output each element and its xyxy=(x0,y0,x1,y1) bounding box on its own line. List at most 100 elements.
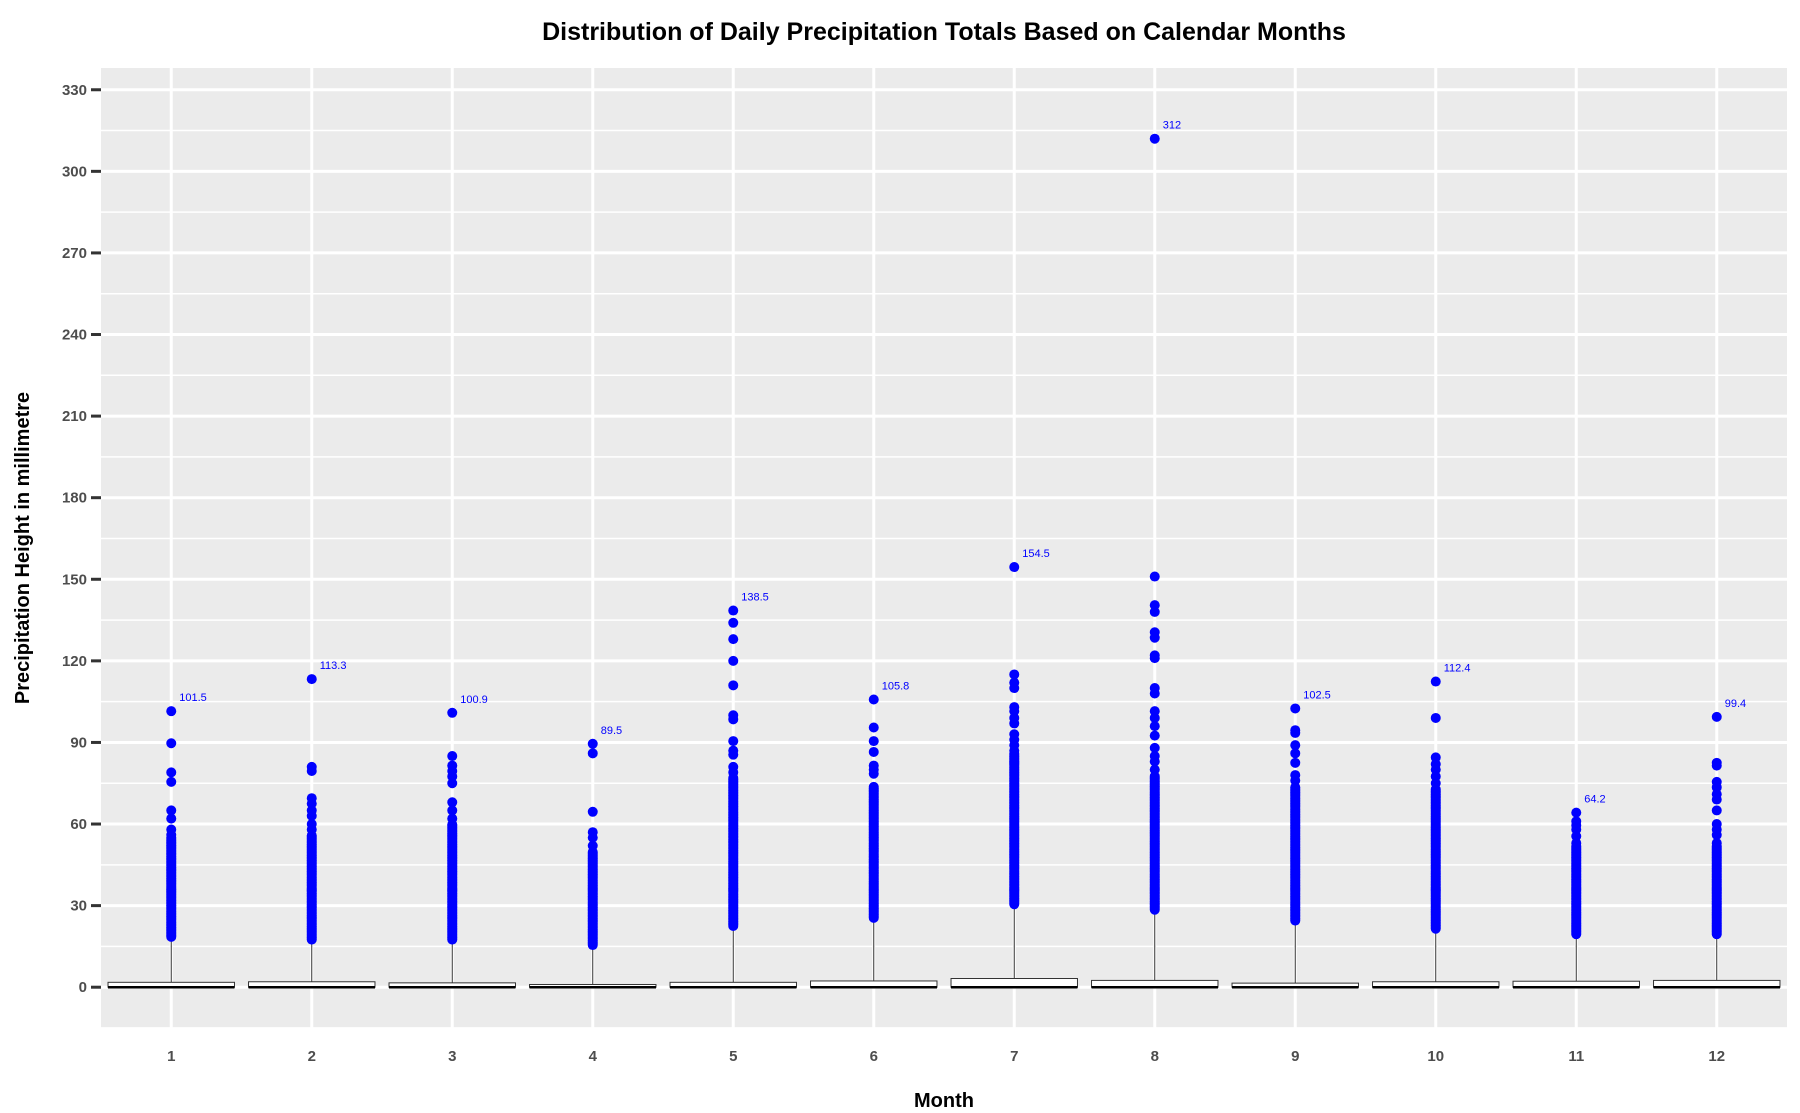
y-tick-label: 300 xyxy=(62,163,87,180)
outlier-point xyxy=(587,806,598,817)
boxplots xyxy=(107,904,1781,989)
outlier-point xyxy=(1290,740,1301,751)
plot-panel xyxy=(101,68,1787,1028)
max-point xyxy=(166,706,177,717)
outlier-point xyxy=(868,781,879,792)
outlier-point xyxy=(1711,805,1722,816)
outlier-point xyxy=(306,766,317,777)
outlier-point xyxy=(166,829,177,840)
box xyxy=(950,978,1078,988)
outlier-point xyxy=(1149,606,1160,617)
x-tick-label: 10 xyxy=(1427,1048,1444,1065)
outlier-point xyxy=(166,776,177,787)
outlier-point xyxy=(1711,760,1722,771)
y-tick-label: 90 xyxy=(70,734,87,751)
x-tick-label: 11 xyxy=(1568,1048,1584,1065)
x-tick-label: 7 xyxy=(1010,1048,1018,1065)
max-value-label: 312 xyxy=(1163,120,1181,132)
outlier-point xyxy=(1571,838,1582,849)
outlier-point xyxy=(1149,730,1160,741)
y-tick-label: 330 xyxy=(62,82,87,99)
outlier-point xyxy=(1711,794,1722,805)
outlier-point xyxy=(1430,712,1441,723)
outlier-point xyxy=(447,778,458,789)
outlier-point xyxy=(587,748,598,759)
max-point xyxy=(447,707,458,718)
max-value-label: 113.3 xyxy=(320,660,347,672)
max-point xyxy=(1711,711,1722,722)
y-tick-label: 210 xyxy=(62,408,87,425)
outlier-point xyxy=(1009,718,1020,729)
x-axis-title: Month xyxy=(914,1090,974,1112)
max-value-label: 138.5 xyxy=(741,592,769,604)
max-point xyxy=(1009,562,1020,573)
outlier-point xyxy=(1149,632,1160,643)
outlier-point xyxy=(1711,838,1722,849)
outlier-point xyxy=(587,832,598,843)
outlier-points xyxy=(166,133,1722,951)
x-tick-label: 8 xyxy=(1151,1048,1159,1065)
outlier-point xyxy=(728,749,739,760)
minor-gridlines xyxy=(101,129,1787,1029)
max-value-label: 105.8 xyxy=(882,680,910,692)
max-point xyxy=(1290,703,1301,714)
outlier-point xyxy=(587,840,598,851)
outlier-point xyxy=(868,722,879,733)
outlier-point xyxy=(1149,764,1160,775)
max-point xyxy=(868,694,879,705)
x-tick-label: 12 xyxy=(1708,1048,1725,1065)
x-tick-label: 9 xyxy=(1291,1048,1299,1065)
outlier-point xyxy=(447,751,458,762)
outlier-point xyxy=(1149,712,1160,723)
max-point xyxy=(306,674,317,685)
outlier-point xyxy=(1009,745,1020,756)
y-tick-label: 180 xyxy=(62,490,87,507)
outlier-point xyxy=(1290,727,1301,738)
y-axis-title: Precipitation Height in millimetre xyxy=(12,392,34,704)
outlier-point xyxy=(447,797,458,808)
y-tick-label: 0 xyxy=(79,979,87,996)
y-tick-label: 120 xyxy=(62,653,87,670)
outlier-point xyxy=(1009,669,1020,680)
outlier-point xyxy=(1009,683,1020,694)
outlier-point xyxy=(1149,571,1160,582)
outlier-point xyxy=(868,736,879,747)
x-tick-label: 2 xyxy=(308,1048,316,1065)
x-tick-label: 6 xyxy=(870,1048,878,1065)
max-value-label: 89.5 xyxy=(601,725,622,737)
y-tick-label: 240 xyxy=(62,327,87,344)
x-tick-label: 5 xyxy=(729,1048,737,1065)
max-value-label: 101.5 xyxy=(179,692,207,704)
max-point xyxy=(1430,676,1441,687)
outlier-point xyxy=(1149,688,1160,699)
x-axis: 1 2 3 4 5 6 7 8 9 10 11 12 xyxy=(167,1048,1725,1065)
outlier-point xyxy=(1430,778,1441,789)
x-tick-label: 3 xyxy=(448,1048,456,1065)
outlier-point xyxy=(1711,829,1722,840)
outlier-point xyxy=(728,617,739,628)
outlier-point xyxy=(166,767,177,778)
max-value-label: 100.9 xyxy=(460,694,488,706)
outlier-point xyxy=(447,805,458,816)
max-point xyxy=(587,738,598,749)
outlier-point xyxy=(728,680,739,691)
max-value-labels: 101.5 113.3 100.9 89.5 138.5 105.8 154.5 312 102… xyxy=(179,120,1746,806)
max-value-label: 154.5 xyxy=(1022,548,1050,560)
outlier-point xyxy=(447,813,458,824)
outlier-point xyxy=(1290,748,1301,759)
y-tick-label: 60 xyxy=(70,816,87,833)
outlier-point xyxy=(1149,721,1160,732)
outlier-point xyxy=(306,810,317,821)
outlier-point xyxy=(306,824,317,835)
outlier-point xyxy=(166,805,177,816)
y-tick-label: 150 xyxy=(62,571,87,588)
x-tick-label: 1 xyxy=(167,1048,175,1065)
max-value-label: 64.2 xyxy=(1584,794,1605,806)
max-value-label: 99.4 xyxy=(1725,698,1746,710)
outlier-point xyxy=(728,655,739,666)
outlier-point xyxy=(728,767,739,778)
outlier-point xyxy=(166,813,177,824)
y-tick-label: 270 xyxy=(62,245,87,262)
outlier-point xyxy=(728,714,739,725)
